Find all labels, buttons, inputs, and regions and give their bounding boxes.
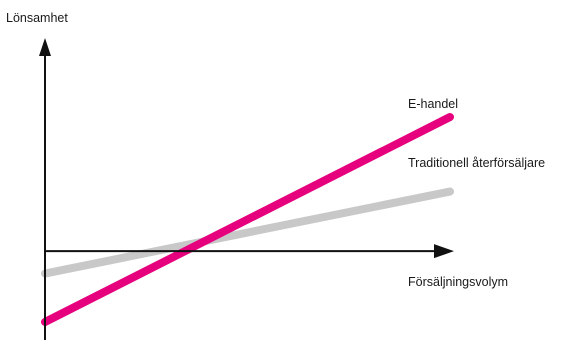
series-label-traditionell: Traditionell återförsäljare — [408, 156, 545, 170]
y-axis-label: Lönsamhet — [6, 11, 68, 25]
series-label-e-handel: E-handel — [408, 97, 458, 111]
series-line-traditionell — [41, 187, 454, 278]
y-axis-arrowhead — [39, 38, 51, 56]
series-layer — [41, 113, 454, 326]
axes-layer — [39, 38, 454, 340]
x-axis-arrowhead — [434, 244, 454, 259]
x-axis-label: Försäljningsvolym — [408, 275, 508, 289]
series-line-e-handel — [41, 113, 454, 326]
